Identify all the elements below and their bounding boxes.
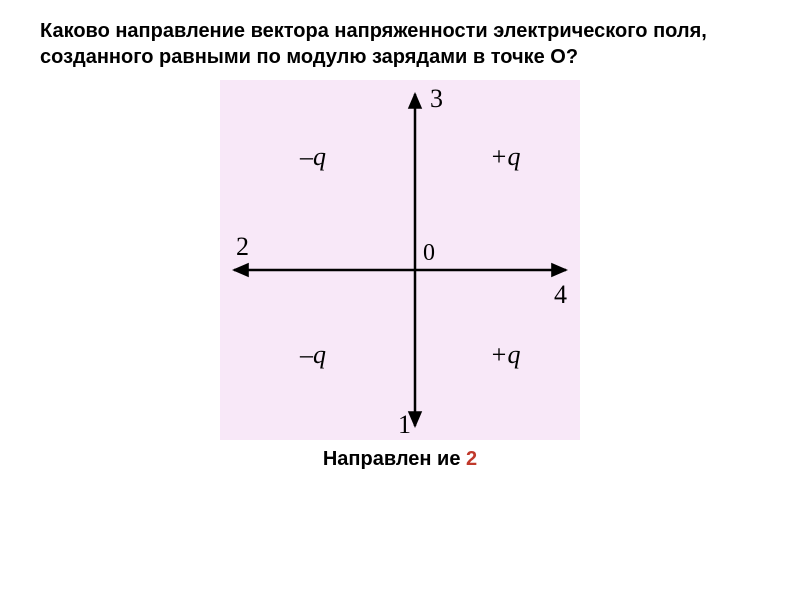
center-label: 0 bbox=[423, 240, 435, 267]
diagram-container: 0 3 1 2 4 –q +q –q +q bbox=[0, 80, 800, 440]
charge-label: +q bbox=[490, 142, 521, 172]
diagram-box: 0 3 1 2 4 –q +q –q +q bbox=[220, 80, 580, 440]
charge-label: –q bbox=[300, 340, 326, 370]
axis-label: 2 bbox=[236, 232, 249, 262]
charge-label: +q bbox=[490, 340, 521, 370]
charge-label: –q bbox=[300, 142, 326, 172]
axis-label: 4 bbox=[554, 280, 567, 310]
diagram-svg bbox=[220, 80, 580, 440]
axis-label: 3 bbox=[430, 84, 443, 114]
answer-label: Направлен ие bbox=[323, 448, 466, 470]
answer-value: 2 bbox=[466, 448, 477, 470]
axis-label: 1 bbox=[398, 410, 411, 440]
answer-block: Направлен ие 2 bbox=[0, 448, 800, 470]
question-text: Каково направление вектора напряженности… bbox=[0, 0, 800, 70]
